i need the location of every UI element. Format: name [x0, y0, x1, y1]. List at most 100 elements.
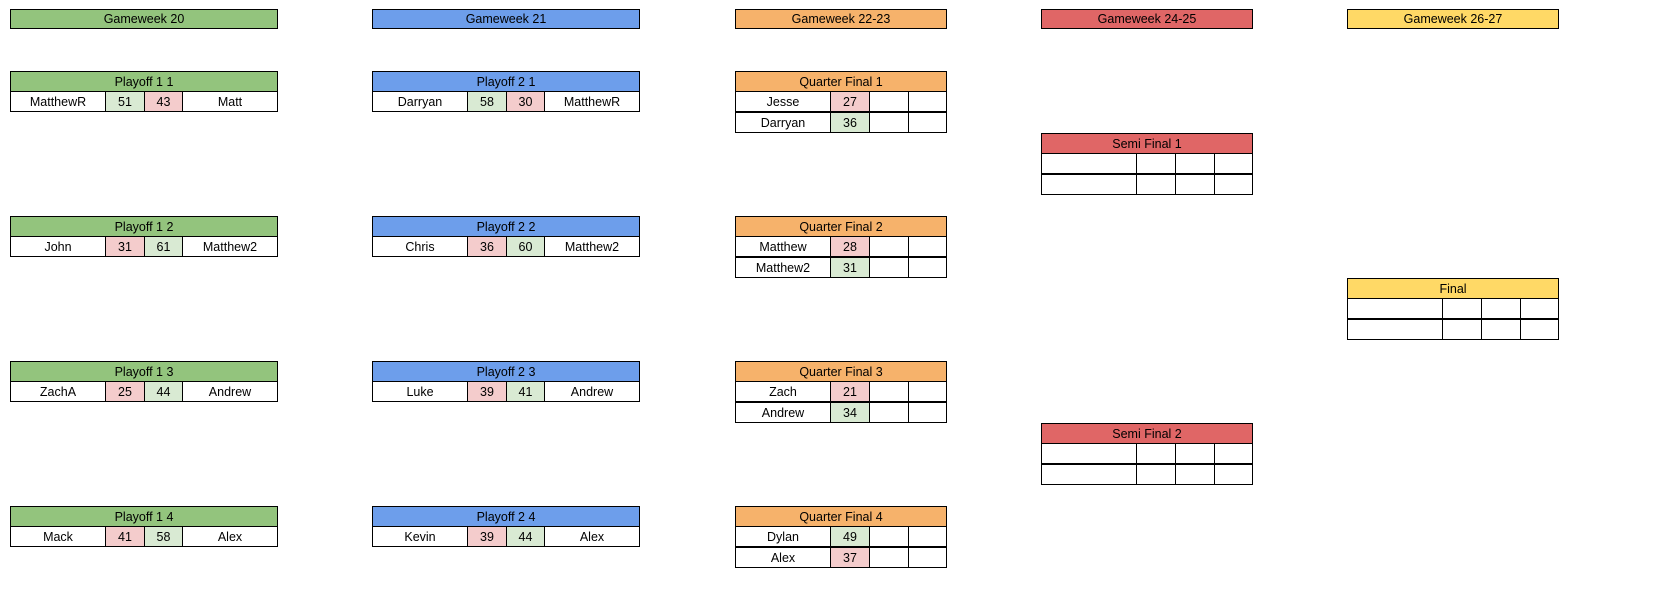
score: 41 — [105, 526, 145, 547]
empty-cell — [1175, 443, 1215, 464]
score — [1136, 464, 1176, 485]
player-name: Kevin — [372, 526, 468, 547]
empty-cell — [1214, 174, 1253, 195]
player-name: Luke — [372, 381, 468, 402]
player-name — [1041, 443, 1137, 464]
empty-cell — [1214, 464, 1253, 485]
player-name: John — [10, 236, 106, 257]
player-name: Matthew2 — [182, 236, 278, 257]
score: 36 — [830, 112, 870, 133]
round-header: Gameweek 24-25 — [1041, 9, 1253, 29]
match-title: Playoff 1 3 — [10, 361, 278, 382]
player-name: MatthewR — [544, 91, 640, 112]
empty-cell — [908, 112, 947, 133]
score: 43 — [144, 91, 183, 112]
score: 31 — [105, 236, 145, 257]
score: 25 — [105, 381, 145, 402]
player-name — [1347, 298, 1443, 319]
empty-cell — [1214, 443, 1253, 464]
player-name: Jesse — [735, 91, 831, 112]
score: 39 — [467, 526, 507, 547]
match-title: Playoff 2 4 — [372, 506, 640, 527]
empty-cell — [1175, 174, 1215, 195]
match-title: Quarter Final 4 — [735, 506, 947, 527]
empty-cell — [908, 236, 947, 257]
empty-cell — [869, 381, 909, 402]
match-title: Playoff 2 3 — [372, 361, 640, 382]
empty-cell — [869, 257, 909, 278]
player-name — [1041, 464, 1137, 485]
score: 61 — [144, 236, 183, 257]
score: 58 — [144, 526, 183, 547]
player-name — [1347, 319, 1443, 340]
score — [1442, 319, 1482, 340]
score: 60 — [506, 236, 545, 257]
player-name: Andrew — [182, 381, 278, 402]
score: 28 — [830, 236, 870, 257]
score: 44 — [144, 381, 183, 402]
score: 41 — [506, 381, 545, 402]
player-name — [1041, 153, 1137, 174]
player-name: Alex — [544, 526, 640, 547]
match-title: Quarter Final 1 — [735, 71, 947, 92]
match-title: Semi Final 1 — [1041, 133, 1253, 154]
score: 44 — [506, 526, 545, 547]
player-name: Alex — [735, 547, 831, 568]
score: 49 — [830, 526, 870, 547]
match-title: Playoff 2 2 — [372, 216, 640, 237]
player-name: Andrew — [544, 381, 640, 402]
player-name: Matt — [182, 91, 278, 112]
empty-cell — [1520, 319, 1559, 340]
empty-cell — [1175, 153, 1215, 174]
player-name: Alex — [182, 526, 278, 547]
player-name: Chris — [372, 236, 468, 257]
match-title: Quarter Final 3 — [735, 361, 947, 382]
player-name: Matthew2 — [544, 236, 640, 257]
empty-cell — [869, 236, 909, 257]
empty-cell — [908, 91, 947, 112]
score: 36 — [467, 236, 507, 257]
score — [1136, 174, 1176, 195]
score — [1442, 298, 1482, 319]
empty-cell — [908, 381, 947, 402]
match-title: Playoff 1 2 — [10, 216, 278, 237]
round-header: Gameweek 26-27 — [1347, 9, 1559, 29]
empty-cell — [908, 526, 947, 547]
score — [1136, 153, 1176, 174]
player-name: Mack — [10, 526, 106, 547]
score: 34 — [830, 402, 870, 423]
player-name: ZachA — [10, 381, 106, 402]
empty-cell — [869, 91, 909, 112]
score — [1136, 443, 1176, 464]
score: 31 — [830, 257, 870, 278]
player-name: Zach — [735, 381, 831, 402]
score: 51 — [105, 91, 145, 112]
empty-cell — [1175, 464, 1215, 485]
empty-cell — [869, 112, 909, 133]
round-header: Gameweek 21 — [372, 9, 640, 29]
player-name: Andrew — [735, 402, 831, 423]
player-name — [1041, 174, 1137, 195]
match-title: Semi Final 2 — [1041, 423, 1253, 444]
player-name: Dylan — [735, 526, 831, 547]
empty-cell — [908, 402, 947, 423]
match-title: Playoff 2 1 — [372, 71, 640, 92]
score: 27 — [830, 91, 870, 112]
score: 21 — [830, 381, 870, 402]
empty-cell — [908, 547, 947, 568]
match-title: Playoff 1 1 — [10, 71, 278, 92]
score: 39 — [467, 381, 507, 402]
match-title: Final — [1347, 278, 1559, 299]
empty-cell — [869, 402, 909, 423]
score: 58 — [467, 91, 507, 112]
empty-cell — [869, 526, 909, 547]
match-title: Quarter Final 2 — [735, 216, 947, 237]
empty-cell — [1520, 298, 1559, 319]
player-name: MatthewR — [10, 91, 106, 112]
player-name: Matthew2 — [735, 257, 831, 278]
empty-cell — [869, 547, 909, 568]
empty-cell — [1481, 298, 1521, 319]
player-name: Matthew — [735, 236, 831, 257]
empty-cell — [908, 257, 947, 278]
